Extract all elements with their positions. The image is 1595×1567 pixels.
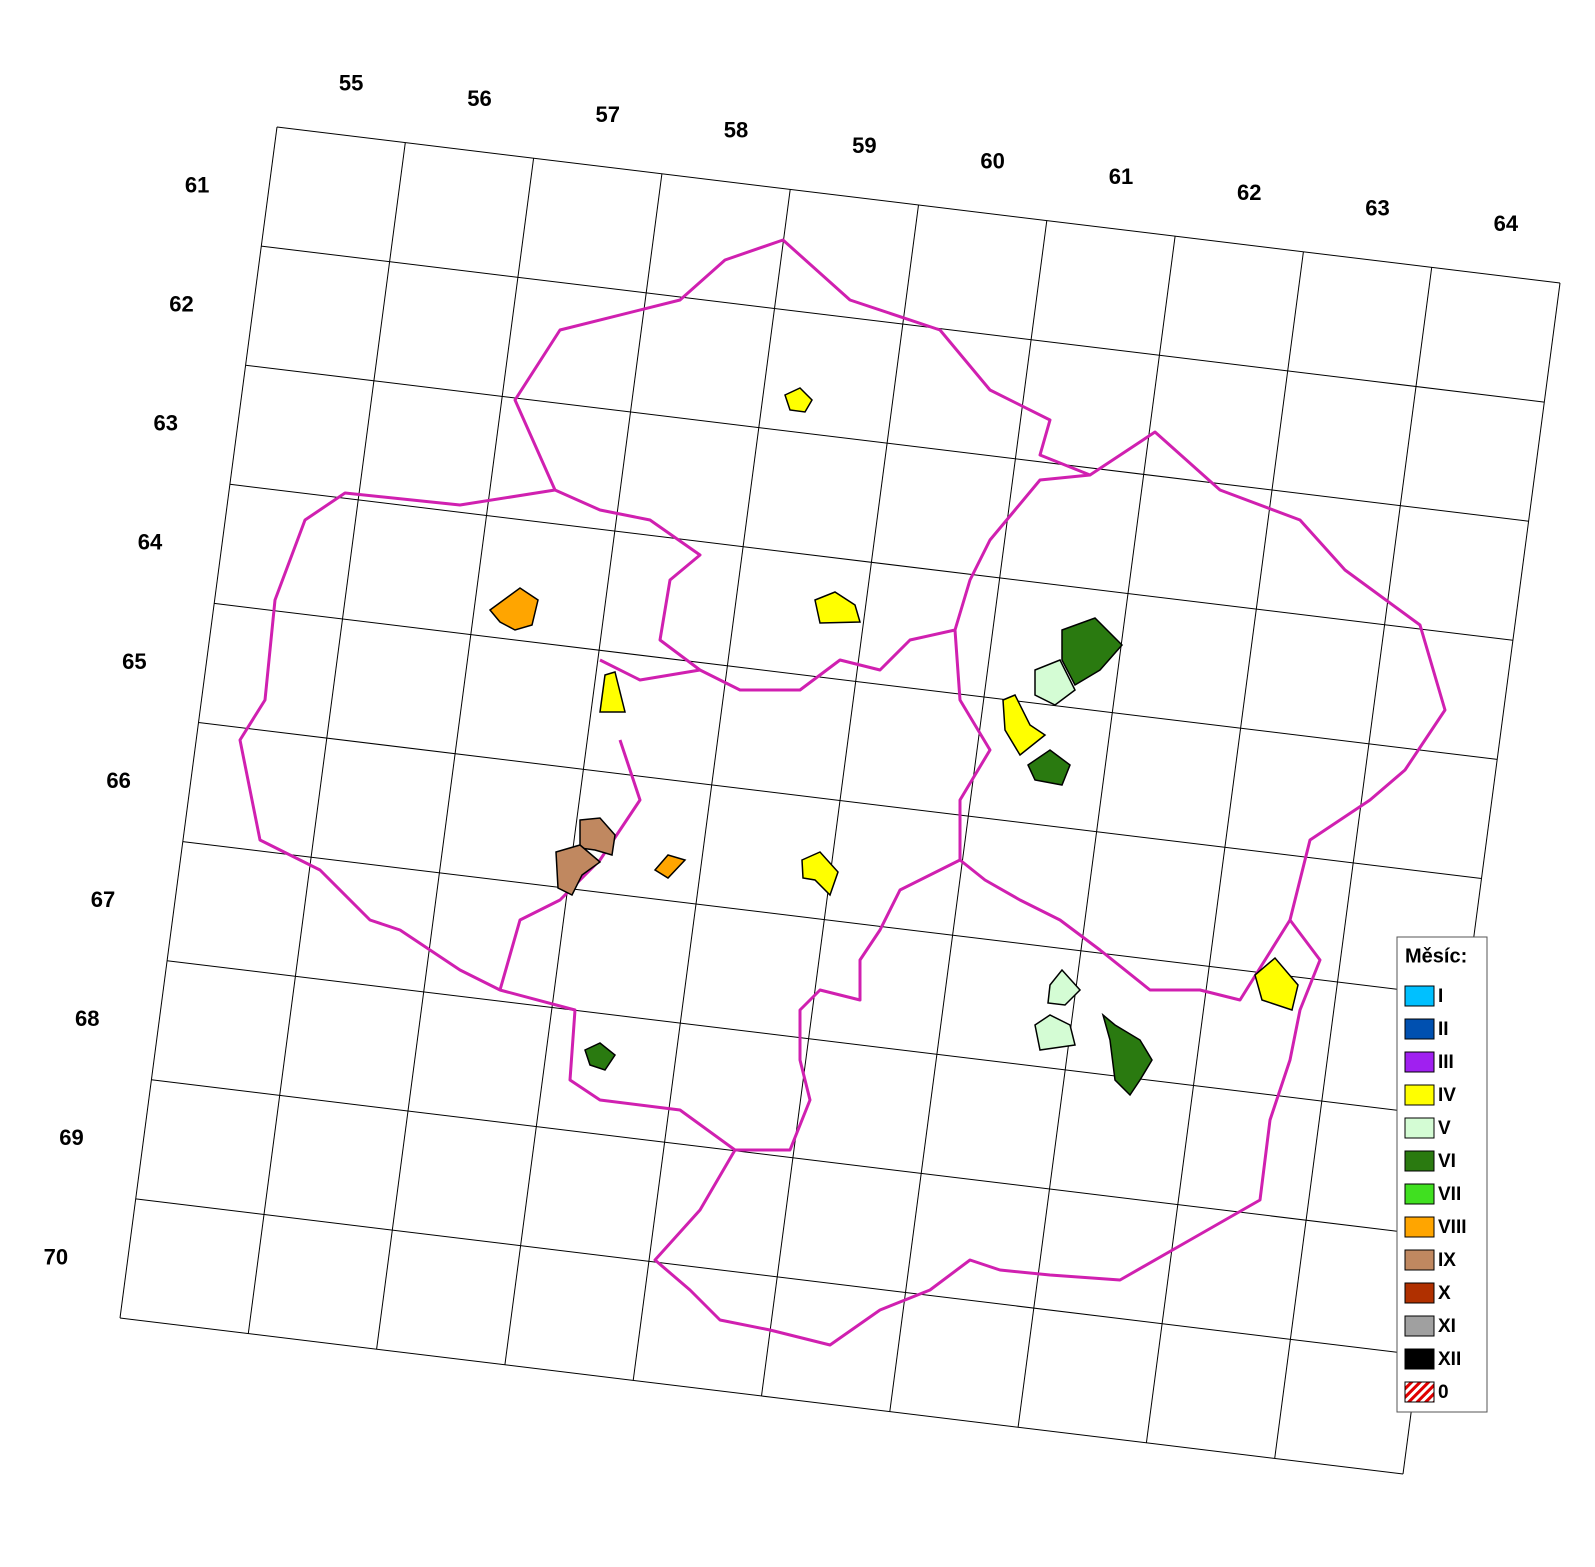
- district: [1002, 694, 1047, 757]
- legend-swatch: [1404, 1249, 1435, 1271]
- region-border: [953, 629, 1292, 1002]
- district: [1034, 659, 1076, 706]
- grid-line: [151, 1079, 1435, 1237]
- row-label: 70: [44, 1244, 68, 1269]
- legend-swatch: [1404, 1183, 1435, 1205]
- row-label: 64: [138, 530, 163, 555]
- column-label: 55: [339, 71, 363, 96]
- legend-label: VII: [1438, 1184, 1461, 1205]
- region-outline: [238, 238, 1447, 1347]
- district: [1254, 956, 1299, 1011]
- column-label: 63: [1365, 195, 1389, 220]
- region-border: [735, 858, 961, 1152]
- legend-swatch: [1404, 1348, 1435, 1370]
- legend-swatch: [1404, 1051, 1435, 1073]
- legend-swatch: [1404, 1117, 1435, 1139]
- district: [488, 587, 539, 631]
- grid-line: [182, 841, 1466, 999]
- district: [801, 851, 839, 897]
- district: [1061, 617, 1124, 687]
- district: [784, 387, 813, 413]
- legend-label: X: [1438, 1283, 1451, 1304]
- grid-line: [261, 245, 1545, 403]
- column-label: 56: [467, 86, 491, 111]
- grid-line: [198, 722, 1482, 879]
- legend-swatch: [1404, 1381, 1435, 1403]
- legend-box: [1396, 936, 1488, 1413]
- legend-label: I: [1438, 986, 1443, 1007]
- legend-swatch: [1404, 1216, 1435, 1238]
- region-border: [554, 473, 1091, 692]
- grid-line: [214, 602, 1498, 760]
- row-label: 63: [154, 411, 178, 436]
- legend-swatch: [1404, 1282, 1435, 1304]
- grid-line: [229, 483, 1513, 641]
- row-label: 62: [169, 291, 193, 316]
- legend-swatch: [1404, 1315, 1435, 1337]
- districts: [488, 387, 1299, 1097]
- legend-label: IV: [1438, 1085, 1456, 1106]
- column-label: 64: [1494, 211, 1519, 236]
- legend-swatch: [1404, 1150, 1435, 1172]
- row-label: 67: [91, 887, 115, 912]
- legend-label: III: [1438, 1052, 1454, 1073]
- district: [814, 591, 861, 624]
- row-label: 66: [106, 768, 130, 793]
- legend-label: XI: [1438, 1316, 1456, 1337]
- legend-title: Měsíc:: [1405, 945, 1467, 967]
- district: [1047, 968, 1082, 1006]
- column-label: 58: [724, 117, 748, 142]
- grid-labels: 55 56 57 58 59 60 61 62 63 64 61 62 63 64 65 66 67 68 69 70: [44, 71, 1519, 1270]
- row-label: 68: [75, 1006, 99, 1031]
- row-label: 61: [185, 172, 209, 197]
- grid-line: [276, 126, 1561, 284]
- row-label: 69: [59, 1125, 83, 1150]
- grid-line: [135, 1198, 1419, 1356]
- legend-swatch: [1404, 1084, 1435, 1106]
- region-border: [599, 658, 701, 682]
- column-label: 61: [1109, 164, 1133, 189]
- grid: [119, 126, 1561, 1475]
- district: [555, 844, 602, 897]
- district: [1027, 749, 1071, 786]
- legend-swatch: [1404, 1018, 1435, 1040]
- grid-line: [167, 960, 1451, 1118]
- legend-swatch: [1404, 985, 1435, 1007]
- legend-label: VI: [1438, 1151, 1456, 1172]
- regions: [238, 238, 1447, 1347]
- district: [653, 854, 687, 879]
- district: [599, 671, 626, 713]
- column-label: 59: [852, 133, 876, 158]
- legend-label: IX: [1438, 1250, 1456, 1271]
- column-label: 60: [980, 149, 1004, 174]
- grid-line: [119, 1317, 1404, 1475]
- legend-label: II: [1438, 1019, 1449, 1040]
- legend-label: XII: [1438, 1349, 1461, 1370]
- legend-label: VIII: [1438, 1217, 1467, 1238]
- column-label: 62: [1237, 180, 1261, 205]
- row-label: 65: [122, 649, 146, 674]
- legend-label: 0: [1438, 1382, 1449, 1403]
- district: [584, 1042, 617, 1071]
- grid-line: [245, 364, 1529, 522]
- district: [1034, 1014, 1076, 1051]
- legend-label: V: [1438, 1118, 1451, 1139]
- column-label: 57: [596, 102, 620, 127]
- district: [1101, 1012, 1153, 1097]
